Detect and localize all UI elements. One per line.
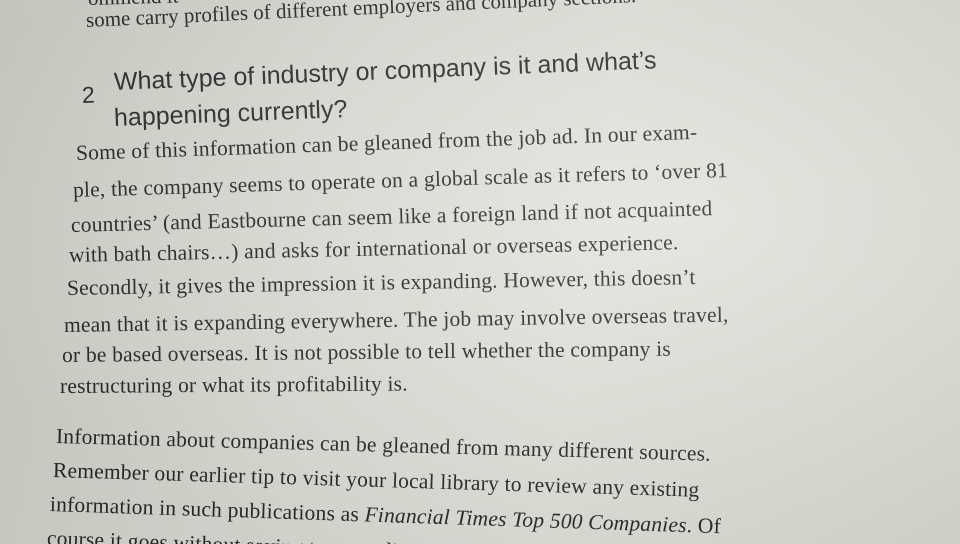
top-partial-line: some carry profiles of different employe… xyxy=(85,0,637,32)
paragraph-1-line-4: with bath chairs…) and asks for internat… xyxy=(68,230,679,267)
paragraph-2-line-3-end: . Of xyxy=(686,513,722,539)
paragraph-1-line-8: restructuring or what its profitability … xyxy=(59,371,408,398)
paragraph-1-line-7: or be based overseas. It is not possible… xyxy=(61,336,671,367)
paragraph-1-line-5: Secondly, it gives the impression it is … xyxy=(66,265,696,300)
paragraph-1-line-6: mean that it is expanding everywhere. Th… xyxy=(63,302,729,337)
publication-title: Financial Times Top 500 Companies xyxy=(364,502,688,538)
section-heading-line-1: What type of industry or company is it a… xyxy=(113,46,657,96)
paragraph-1-line-2: ple, the company seems to operate on a g… xyxy=(72,157,729,202)
paragraph-2-line-3-start: information in such publications as xyxy=(49,492,365,527)
paragraph-2-line-4-cut: course it goes without saying to get onl… xyxy=(47,526,420,544)
heading-number: 2 xyxy=(81,81,96,108)
section-heading-line-2: happening currently? xyxy=(113,95,348,132)
